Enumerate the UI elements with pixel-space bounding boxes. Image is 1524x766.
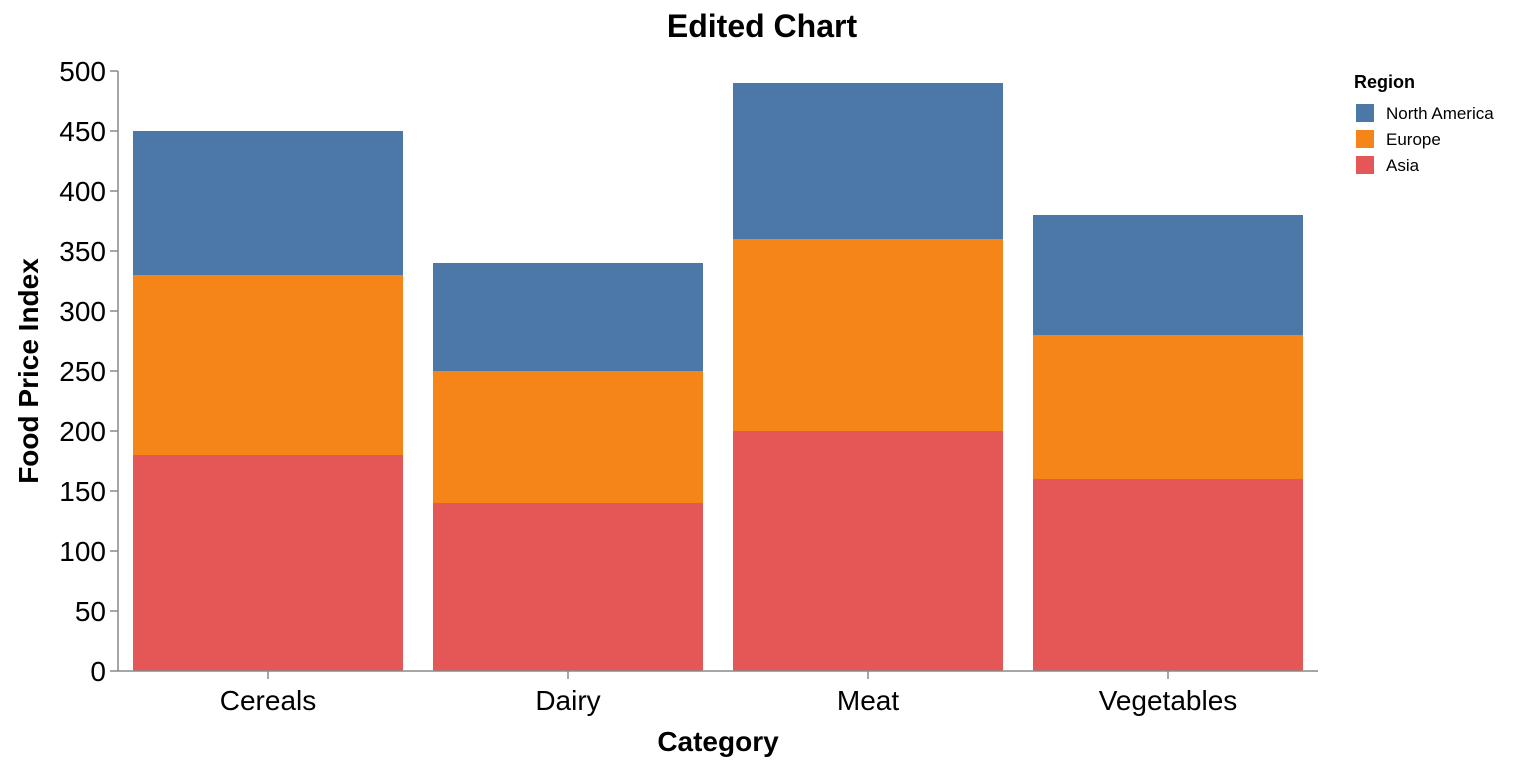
legend-label: Europe: [1386, 130, 1441, 149]
legend: Region North America Europe Asia: [1354, 72, 1494, 175]
y-tick-label: 500: [59, 56, 106, 87]
x-tick-label: Meat: [837, 685, 899, 716]
x-tick-label: Cereals: [220, 685, 316, 716]
y-tick-label: 200: [59, 416, 106, 447]
y-axis: 0 50 100 150 200 250 300 350 400 450 500: [59, 56, 119, 687]
bar-meat-asia: [733, 431, 1003, 671]
legend-swatch: [1356, 156, 1374, 174]
y-tick-label: 400: [59, 176, 106, 207]
chart-title: Edited Chart: [667, 8, 858, 44]
bar-meat-north-america: [733, 83, 1003, 239]
x-tick-label: Dairy: [535, 685, 600, 716]
bar-vegetables-asia: [1033, 479, 1303, 671]
bar-vegetables-north-america: [1033, 215, 1303, 335]
bar-cereals-asia: [133, 455, 403, 671]
y-tick-label: 450: [59, 116, 106, 147]
y-tick-label: 300: [59, 296, 106, 327]
bar-dairy-europe: [433, 371, 703, 503]
legend-label: Asia: [1386, 156, 1420, 175]
legend-label: North America: [1386, 104, 1494, 123]
y-tick-label: 50: [75, 596, 106, 627]
legend-title: Region: [1354, 72, 1415, 92]
bar-cereals-europe: [133, 275, 403, 455]
x-axis: Cereals Dairy Meat Vegetables: [118, 670, 1318, 716]
y-axis-title: Food Price Index: [13, 258, 44, 484]
y-tick-label: 250: [59, 356, 106, 387]
x-tick-label: Vegetables: [1099, 685, 1238, 716]
legend-swatch: [1356, 104, 1374, 122]
y-tick-label: 150: [59, 476, 106, 507]
legend-swatch: [1356, 130, 1374, 148]
plot-area: [133, 83, 1303, 671]
y-tick-label: 100: [59, 536, 106, 567]
bar-cereals-north-america: [133, 131, 403, 275]
x-axis-title: Category: [657, 726, 779, 757]
y-tick-label: 350: [59, 236, 106, 267]
bar-dairy-asia: [433, 503, 703, 671]
y-tick-label: 0: [90, 656, 106, 687]
bar-dairy-north-america: [433, 263, 703, 371]
bar-meat-europe: [733, 239, 1003, 431]
bar-vegetables-europe: [1033, 335, 1303, 479]
